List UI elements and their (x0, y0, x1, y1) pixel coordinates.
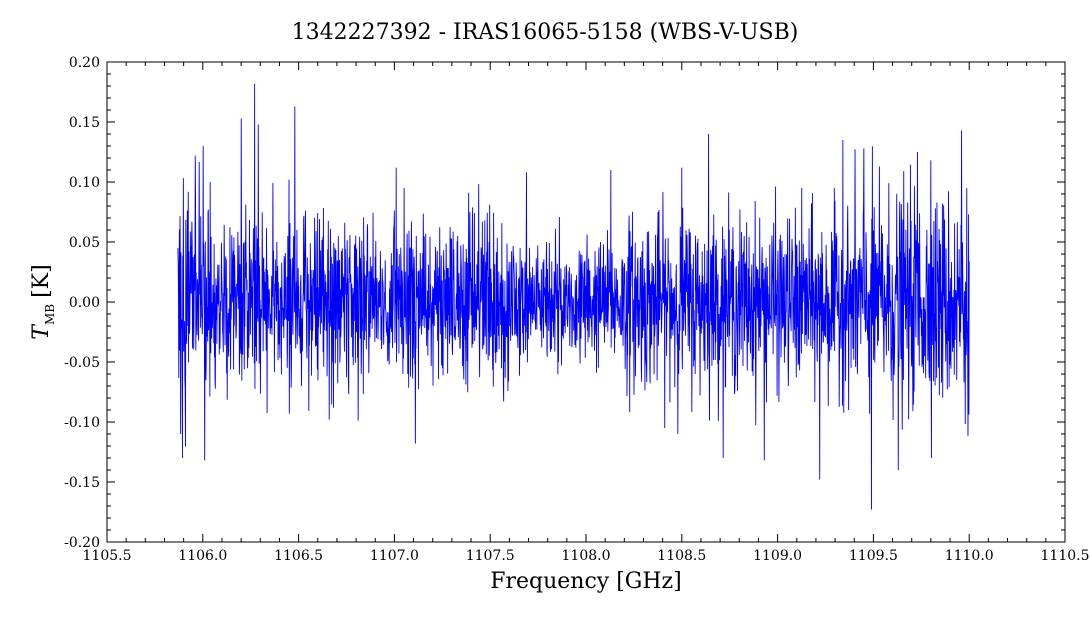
x-tick-label: 1110.0 (945, 548, 994, 564)
x-tick-label: 1107.5 (466, 548, 515, 564)
y-axis-label-subscript: MB (43, 304, 57, 325)
y-tick-label: 0.05 (69, 235, 100, 251)
spectrum-series (177, 83, 970, 510)
x-tick-label: 1110.5 (1041, 548, 1090, 564)
y-tick-label: 0.15 (69, 115, 100, 131)
y-tick-label: 0.00 (69, 295, 100, 311)
y-tick-label: -0.10 (64, 415, 100, 431)
y-tick-label: -0.05 (64, 355, 100, 371)
x-tick-label: 1109.5 (849, 548, 898, 564)
y-axis-label: TMB [K] (29, 264, 57, 339)
spectrum-line (177, 83, 970, 510)
x-tick-label: 1106.0 (178, 548, 227, 564)
chart-title: 1342227392 - IRAS16065-5158 (WBS-V-USB) (292, 20, 799, 45)
x-tick-label: 1106.5 (274, 548, 323, 564)
y-tick-label: -0.15 (64, 475, 100, 491)
y-axis-label-symbol: T (29, 323, 54, 340)
x-tick-label: 1107.0 (370, 548, 419, 564)
x-tick-label: 1105.5 (83, 548, 132, 564)
x-tick-label: 1109.0 (753, 548, 802, 564)
x-axis-label: Frequency [GHz] (490, 569, 682, 594)
y-tick-label: 0.10 (69, 175, 100, 191)
y-axis-label-unit: [K] (29, 264, 54, 298)
x-axis-ticks: 1105.5 1106.0 1106.5 1107.0 1107.5 1108.0 1108… (83, 62, 1090, 564)
y-tick-label: -0.20 (64, 535, 100, 551)
y-axis-ticks: -0.20 -0.15 -0.10 -0.05 0.00 0.05 0.10 0.15 0.20 (64, 55, 1065, 551)
svg-text:TMB[K]: TMB [K] (29, 264, 57, 339)
x-tick-label: 1108.5 (657, 548, 706, 564)
y-tick-label: 0.20 (69, 55, 100, 71)
x-tick-label: 1108.0 (562, 548, 611, 564)
